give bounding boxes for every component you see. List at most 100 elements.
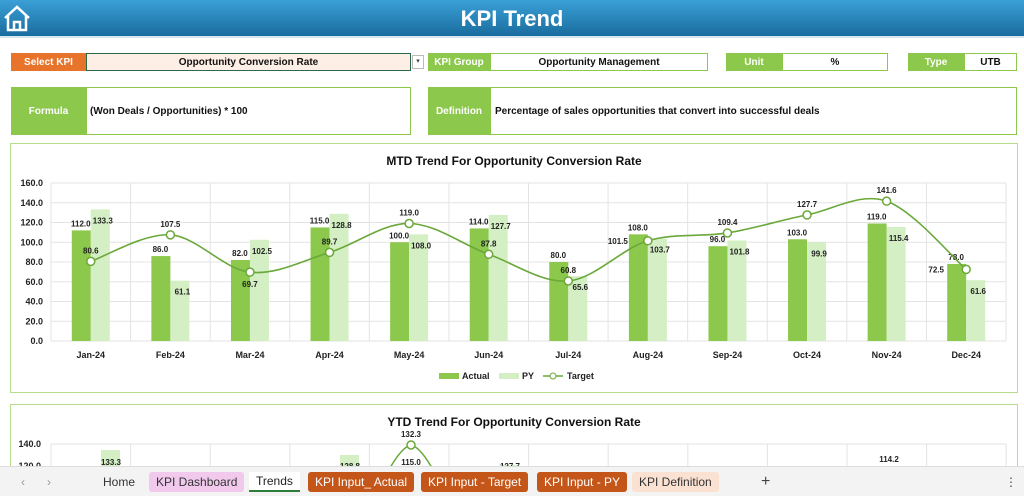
y-tick-label: 0.0 <box>30 336 43 346</box>
formula-label: Formula <box>11 87 86 135</box>
prev-sheet-button[interactable]: ‹ <box>21 475 25 489</box>
py-bar <box>249 239 269 341</box>
ytd-chart-title: YTD Trend For Opportunity Conversion Rat… <box>387 415 641 429</box>
target-point <box>881 196 892 206</box>
py-data-label: 108.0 <box>411 241 432 250</box>
actual-data-label: 103.0 <box>787 228 808 237</box>
unit-label: Unit <box>726 53 782 71</box>
target-data-label: 89.7 <box>322 237 338 246</box>
py-bar <box>966 280 986 341</box>
tab-kpi-input-actual[interactable]: KPI Input_ Actual <box>308 472 415 492</box>
tab-kpi-input-target[interactable]: KPI Input - Target <box>421 472 529 492</box>
x-tick-label: Aug-24 <box>633 350 664 360</box>
target-point <box>643 236 653 246</box>
kpi-group-value: Opportunity Management <box>490 53 708 71</box>
py-bar <box>647 238 667 341</box>
target-data-label: 119.0 <box>399 208 419 217</box>
actual-data-label: 108.0 <box>628 223 649 232</box>
actual-bar <box>151 256 171 341</box>
home-icon[interactable] <box>3 4 31 32</box>
py-data-label: 61.1 <box>175 288 191 297</box>
actual-data-label: 82.0 <box>232 249 248 258</box>
select-kpi-dropdown[interactable]: Opportunity Conversion Rate <box>86 53 411 71</box>
target-point <box>406 440 416 450</box>
actual-bar <box>867 223 887 341</box>
formula-value: (Won Deals / Opportunities) * 100 <box>86 87 411 135</box>
py-data-label: 101.8 <box>729 247 750 256</box>
mtd-chart: 0.0 20.0 40.0 60.0 80.0 100.0 120.0 140.0 160.0 J… <box>20 178 1007 381</box>
py-bar <box>568 276 588 341</box>
actual-bar <box>310 227 330 341</box>
target-data-label: 72.5 <box>928 265 944 274</box>
kpi-group-label: KPI Group <box>428 53 490 71</box>
legend-target-marker <box>549 372 557 380</box>
actual-data-label: 119.0 <box>867 212 887 221</box>
actual-bar <box>708 246 728 341</box>
actual-bar <box>947 263 967 341</box>
x-tick-label: Dec-24 <box>951 350 981 360</box>
py-data-label: 128.8 <box>332 221 353 230</box>
py-data-label: 103.7 <box>650 246 671 255</box>
tab-home[interactable]: Home <box>103 475 136 489</box>
data-label: 132.3 <box>401 430 422 439</box>
type-label: Type <box>908 53 964 71</box>
x-tick-label: Sep-24 <box>713 350 743 360</box>
target-line <box>90 197 967 282</box>
target-data-label: 87.8 <box>481 239 497 248</box>
py-bar <box>727 240 747 341</box>
y-tick-label: 140.0 <box>18 439 41 449</box>
py-data-label: 127.7 <box>491 222 512 231</box>
dropdown-arrow-icon[interactable]: ▾ <box>412 55 424 69</box>
py-data-label: 115.4 <box>889 234 909 243</box>
target-data-label: 141.6 <box>877 186 898 195</box>
actual-bar <box>628 234 648 341</box>
tab-kpi-definition[interactable]: KPI Definition <box>632 472 719 492</box>
data-label: 133.3 <box>101 458 122 467</box>
actual-data-label: 86.0 <box>153 245 169 254</box>
tab-kpi-input-py[interactable]: KPI Input - PY <box>537 472 628 492</box>
y-tick-label: 100.0 <box>20 237 43 247</box>
actual-data-label: 115.0 <box>310 216 330 225</box>
py-data-label: 102.5 <box>252 247 273 256</box>
x-tick-label: Jul-24 <box>555 350 581 360</box>
actual-bar <box>390 242 410 341</box>
target-point <box>563 276 574 286</box>
sheet-tab-bar: ‹ › Home KPI Dashboard Trends KPI Input_… <box>0 466 1024 496</box>
y-tick-label: 40.0 <box>25 297 43 307</box>
ytd-chart-panel: YTD Trend For Opportunity Conversion Rat… <box>10 404 1018 474</box>
actual-bar <box>469 228 489 341</box>
data-label: 114.2 <box>879 455 899 464</box>
x-tick-label: Oct-24 <box>793 350 821 360</box>
py-bar <box>170 280 190 341</box>
actual-data-label: 112.0 <box>71 219 91 228</box>
actual-bar <box>230 260 250 341</box>
target-point <box>86 256 96 267</box>
tab-trends[interactable]: Trends <box>249 472 300 492</box>
y-tick-label: 160.0 <box>20 178 43 188</box>
x-tick-label: Jun-24 <box>474 350 503 360</box>
target-data-label: 60.8 <box>561 266 577 275</box>
target-point <box>404 218 414 229</box>
x-tick-label: May-24 <box>394 350 425 360</box>
py-bar <box>409 234 429 341</box>
y-tick-label: 140.0 <box>20 198 43 208</box>
type-value: UTB <box>964 53 1017 71</box>
y-tick-label: 20.0 <box>25 316 43 326</box>
target-point <box>324 247 335 258</box>
tab-kpi-dashboard[interactable]: KPI Dashboard <box>149 472 245 492</box>
next-sheet-button[interactable]: › <box>47 475 51 489</box>
more-options-icon[interactable]: ⋮ <box>1005 475 1017 489</box>
legend-actual-swatch <box>439 373 459 379</box>
actual-data-label: 114.0 <box>469 217 489 226</box>
py-data-label: 61.6 <box>970 287 986 296</box>
py-bar <box>488 214 508 341</box>
py-bar <box>886 227 906 341</box>
data-label: 115.0 <box>401 458 421 467</box>
y-tick-label: 60.0 <box>25 277 43 287</box>
select-kpi-label: Select KPI <box>11 53 86 71</box>
py-data-label: 65.6 <box>573 283 589 292</box>
definition-value: Percentage of sales opportunities that c… <box>490 87 1017 135</box>
py-data-label: 133.3 <box>93 216 114 225</box>
add-sheet-button[interactable]: + <box>761 473 771 490</box>
